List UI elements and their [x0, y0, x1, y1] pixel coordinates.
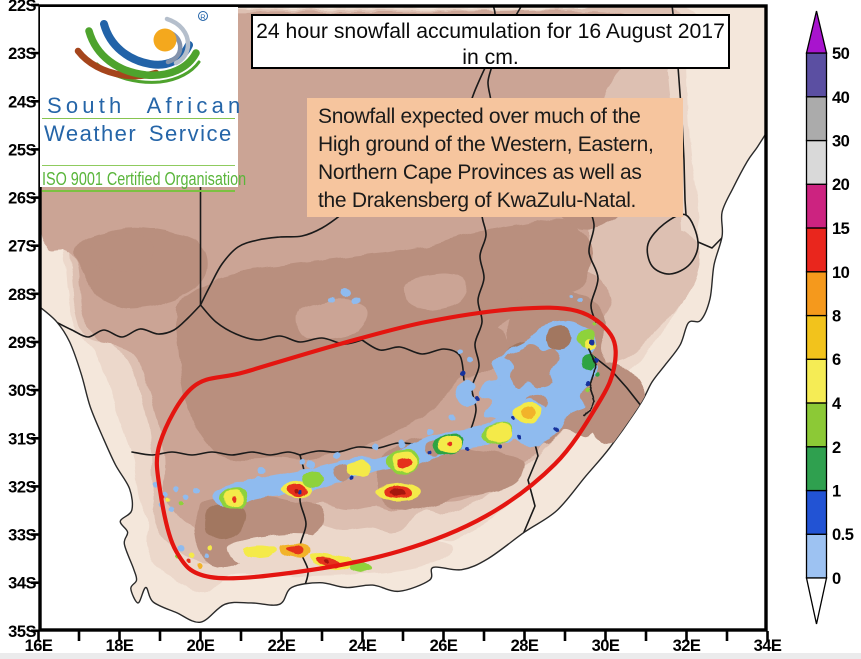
svg-text:15: 15	[832, 220, 850, 238]
svg-text:26S: 26S	[8, 190, 36, 208]
svg-text:1: 1	[832, 483, 841, 501]
svg-text:32E: 32E	[673, 637, 701, 655]
svg-text:40: 40	[832, 89, 850, 107]
svg-text:20: 20	[832, 176, 850, 194]
svg-text:23S: 23S	[8, 45, 36, 63]
svg-text:20E: 20E	[187, 637, 215, 655]
svg-text:50: 50	[832, 45, 850, 63]
svg-text:4: 4	[832, 395, 842, 413]
svg-text:R: R	[200, 13, 206, 22]
svg-text:30: 30	[832, 133, 850, 151]
svg-text:24E: 24E	[349, 637, 377, 655]
svg-text:28E: 28E	[511, 637, 539, 655]
svg-text:8: 8	[832, 308, 841, 326]
svg-text:28S: 28S	[8, 286, 36, 304]
svg-text:30S: 30S	[8, 382, 36, 400]
svg-text:32S: 32S	[8, 478, 36, 496]
svg-text:0: 0	[832, 570, 841, 588]
svg-text:25S: 25S	[8, 141, 36, 159]
svg-text:16E: 16E	[25, 637, 53, 655]
svg-text:33S: 33S	[8, 527, 36, 545]
svg-text:10: 10	[832, 264, 850, 282]
svg-text:22E: 22E	[268, 637, 296, 655]
svg-text:26E: 26E	[430, 637, 458, 655]
svg-text:34S: 34S	[8, 575, 36, 593]
svg-text:30E: 30E	[592, 637, 620, 655]
svg-text:31S: 31S	[8, 430, 36, 448]
svg-text:24S: 24S	[8, 93, 36, 111]
svg-text:6: 6	[832, 351, 841, 369]
svg-text:18E: 18E	[106, 637, 134, 655]
svg-text:22S: 22S	[8, 0, 36, 15]
svg-text:35S: 35S	[8, 623, 36, 641]
svg-text:29S: 29S	[8, 334, 36, 352]
svg-text:0.5: 0.5	[832, 526, 854, 544]
svg-text:27S: 27S	[8, 238, 36, 256]
svg-text:2: 2	[832, 439, 841, 457]
svg-text:34E: 34E	[754, 637, 782, 655]
